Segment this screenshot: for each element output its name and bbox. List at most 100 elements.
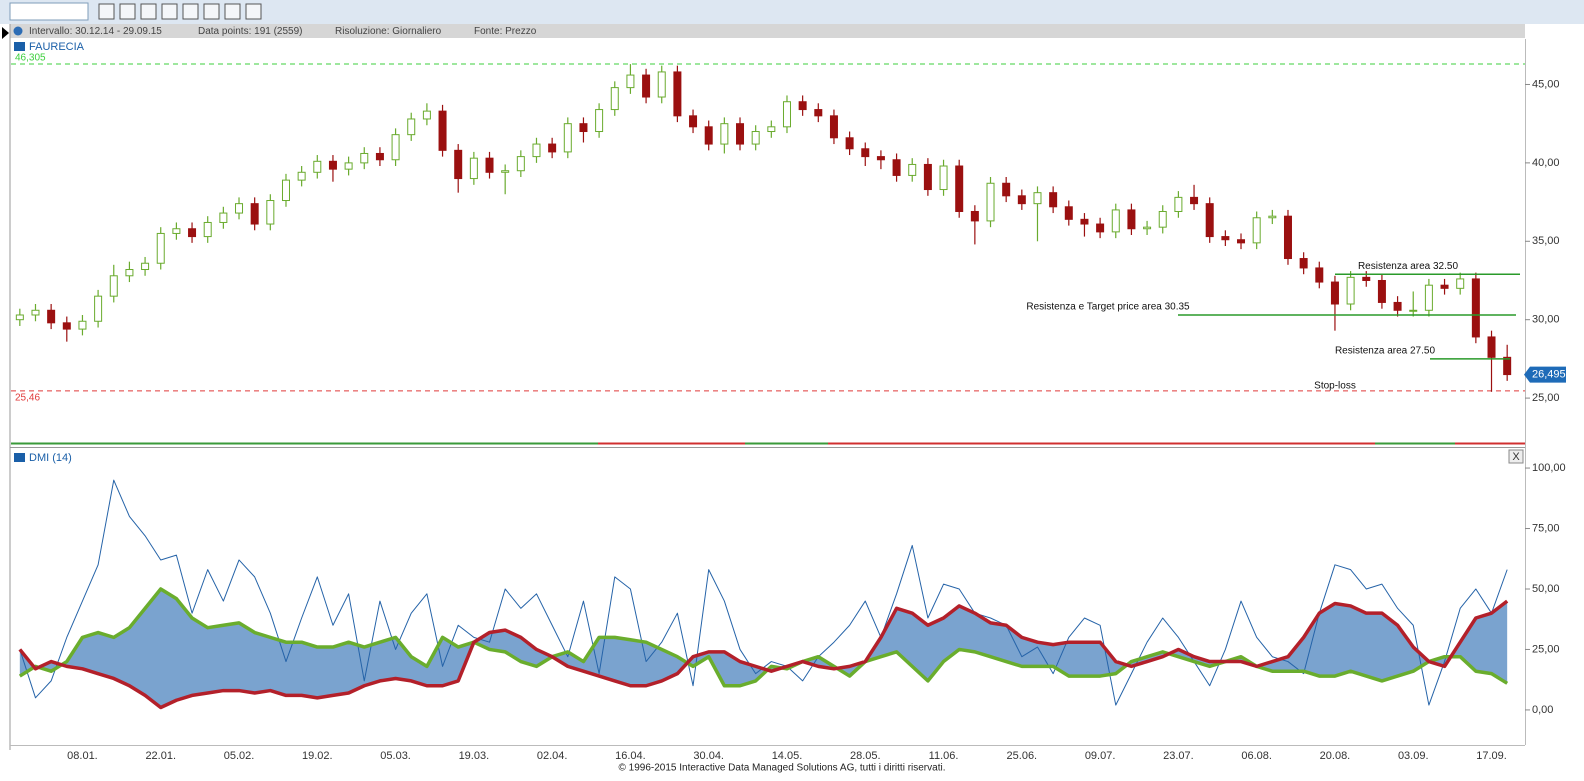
candle-body (1080, 218, 1089, 225)
x-tick-label: 16.04. (615, 750, 646, 762)
candle-body (1190, 196, 1199, 205)
x-tick-label: 05.03. (380, 750, 411, 762)
x-tick-label: 22.01. (145, 750, 176, 762)
candle-body (219, 212, 228, 223)
dmi-line (18, 599, 1509, 710)
candle-body (501, 170, 510, 173)
candle-body (1315, 267, 1324, 283)
candle-body (814, 109, 823, 117)
indicator-button[interactable] (182, 3, 199, 20)
info-icon (13, 26, 23, 36)
candle-body (1362, 276, 1371, 281)
candle-body (657, 71, 666, 98)
candle-body (892, 159, 901, 176)
candle-body (422, 110, 431, 120)
candle-body (109, 275, 118, 297)
candle-body (689, 115, 698, 128)
candle-body (1174, 196, 1183, 212)
candle-body (1283, 215, 1292, 260)
candle-body (188, 228, 197, 238)
candle-body (798, 101, 807, 111)
candle-body (391, 134, 400, 161)
data-points: Data points: 191 (2559) (198, 26, 303, 37)
x-tick-label: 19.02. (302, 750, 333, 762)
source: Fonte: Prezzo (474, 26, 537, 37)
candle-body (250, 203, 259, 225)
x-tick-label: 28.05. (850, 750, 881, 762)
candle-body (548, 143, 557, 153)
y-tick-label: 25,00 (1532, 392, 1560, 404)
candle-body (1252, 217, 1261, 244)
candle-body (955, 165, 964, 212)
candle-body (1471, 278, 1480, 338)
candle-body (15, 314, 24, 321)
candle-body (986, 182, 995, 222)
candle-body (970, 210, 979, 222)
x-tick-label: 08.01. (67, 750, 98, 762)
candle-body (1158, 210, 1167, 228)
x-tick-label: 06.08. (1241, 750, 1272, 762)
footer: © 1996-2015 Interactive Data Managed Sol… (619, 763, 946, 774)
candle-body (375, 152, 384, 161)
candle-body (1017, 195, 1026, 205)
candle-body (1503, 356, 1512, 376)
candle-body (1456, 278, 1465, 289)
candle-body (626, 74, 635, 89)
zoom-button[interactable] (98, 3, 115, 20)
y-tick-label: 30,00 (1532, 314, 1560, 326)
candle-body (141, 262, 150, 271)
candle-body (469, 157, 478, 180)
candle-body (1127, 209, 1136, 230)
candle-body (1346, 276, 1355, 305)
y-tick-label: 40,00 (1532, 157, 1560, 169)
reference-label: 46,305 (15, 53, 46, 64)
collapse-arrow[interactable] (2, 27, 9, 39)
candle-body (579, 123, 588, 133)
candle-body (438, 110, 447, 151)
candle-body (203, 221, 212, 238)
candle-body (1377, 279, 1386, 303)
price-panel (11, 39, 1525, 442)
candle-body (845, 137, 854, 150)
candle-body (642, 74, 651, 98)
candle-body (1002, 182, 1011, 197)
candle-body (829, 115, 838, 139)
note-button[interactable] (224, 3, 241, 20)
candle-body (360, 152, 369, 164)
candle-body (1111, 209, 1120, 233)
y-tick-label: 75,00 (1532, 522, 1560, 534)
x-tick-label: 20.08. (1320, 750, 1351, 762)
candle-body (485, 157, 494, 173)
text-button[interactable] (203, 3, 220, 20)
x-tick-label: 02.04. (537, 750, 568, 762)
candle-body (297, 171, 306, 181)
annotation: Stop-loss (1314, 381, 1356, 392)
candle-body (125, 269, 134, 277)
x-tick-label: 17.09. (1476, 750, 1507, 762)
close-button[interactable] (1508, 449, 1524, 464)
candle-body (908, 163, 917, 176)
line-button[interactable] (140, 3, 157, 20)
candle-body (62, 322, 71, 330)
close-label[interactable]: X (1512, 451, 1520, 463)
search-input[interactable] (9, 2, 89, 21)
reference-label: 25,46 (15, 393, 40, 404)
y-tick-label: 45,00 (1532, 78, 1560, 90)
candle-body (532, 143, 541, 158)
toolbar (0, 0, 1584, 24)
y-tick-label: 100,00 (1532, 462, 1566, 474)
settings-button[interactable] (245, 3, 262, 20)
last-price-tag (1524, 366, 1566, 383)
candle-body (720, 123, 729, 145)
legend-swatch (14, 42, 25, 51)
candle-body (1409, 309, 1418, 312)
candle-body (673, 71, 682, 117)
candle-body (1393, 301, 1402, 311)
candle-body (736, 123, 745, 145)
events-button[interactable] (161, 3, 178, 20)
candle-body (1330, 281, 1339, 305)
toolbar-icons (98, 3, 262, 20)
candle-body (172, 228, 181, 234)
x-tick-label: 11.06. (929, 750, 959, 762)
chart-type-button[interactable] (119, 3, 136, 20)
